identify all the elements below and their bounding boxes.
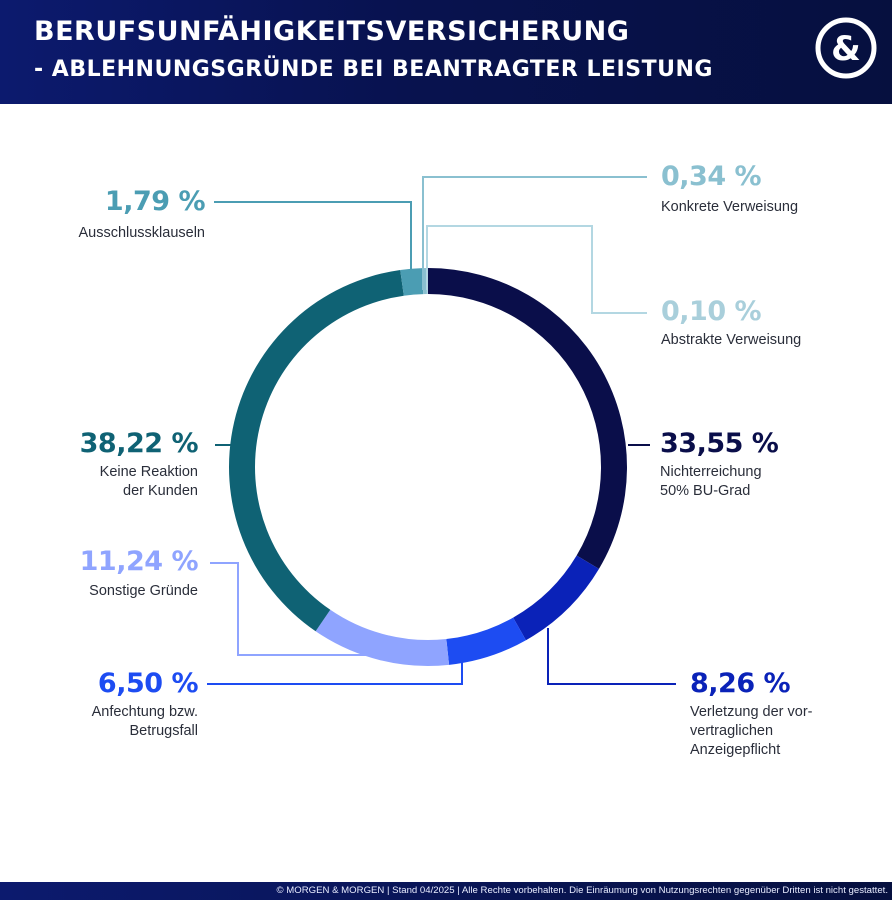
leader-line-7: [422, 176, 647, 290]
donut-slice-1: [428, 268, 627, 569]
donut-chart: [207, 176, 676, 685]
page-title: BERUFSUNFÄHIGKEITSVERSICHERUNG: [34, 16, 630, 47]
value-label-1: 33,55 %: [660, 428, 779, 459]
value-label-2: 8,26 %: [690, 668, 791, 699]
donut-slice-3: [446, 617, 526, 665]
category-label-2: Verletzung der vor- vertraglichen Anzeig…: [690, 704, 813, 758]
value-label-5: 38,22 %: [79, 428, 199, 459]
value-label-4: 11,24 %: [79, 546, 199, 577]
donut-slice-5: [228, 269, 404, 632]
donut-slice-2: [513, 555, 599, 641]
category-label-3: Anfechtung bzw. Betrugsfall: [91, 704, 198, 739]
value-label-6: 1,79 %: [104, 186, 206, 217]
page-subtitle: - ABLEHNUNGSGRÜNDE BEI BEANTRAGTER LEIST…: [34, 57, 713, 82]
category-label-1: Nichterreichung 50% BU-Grad: [660, 464, 762, 499]
value-label-3: 6,50 %: [97, 668, 199, 699]
category-label-5: Keine Reaktion der Kunden: [99, 464, 198, 499]
category-label-4: Sonstige Gründe: [89, 583, 198, 599]
header-banner: BERUFSUNFÄHIGKEITSVERSICHERUNG - ABLEHNU…: [0, 0, 892, 104]
leader-line-8: [426, 225, 647, 314]
category-label-8: Abstrakte Verweisung: [661, 332, 802, 348]
leader-line-4: [210, 562, 382, 656]
category-label-6: Ausschlussklauseln: [78, 225, 205, 241]
donut-slice-4: [315, 609, 450, 666]
category-label-7: Konkrete Verweisung: [661, 199, 799, 215]
logo-text: &: [831, 29, 861, 69]
leader-line-6: [214, 201, 412, 290]
value-label-8: 0,10 %: [661, 296, 762, 327]
leader-line-3: [207, 655, 463, 685]
footer-bar: © MORGEN & MORGEN | Stand 04/2025 | Alle…: [0, 882, 892, 900]
leader-line-2: [547, 628, 676, 685]
copyright-text: © MORGEN & MORGEN | Stand 04/2025 | Alle…: [276, 885, 888, 896]
value-label-7: 0,34 %: [661, 161, 762, 192]
ampersand-logo-icon: &: [815, 17, 877, 79]
